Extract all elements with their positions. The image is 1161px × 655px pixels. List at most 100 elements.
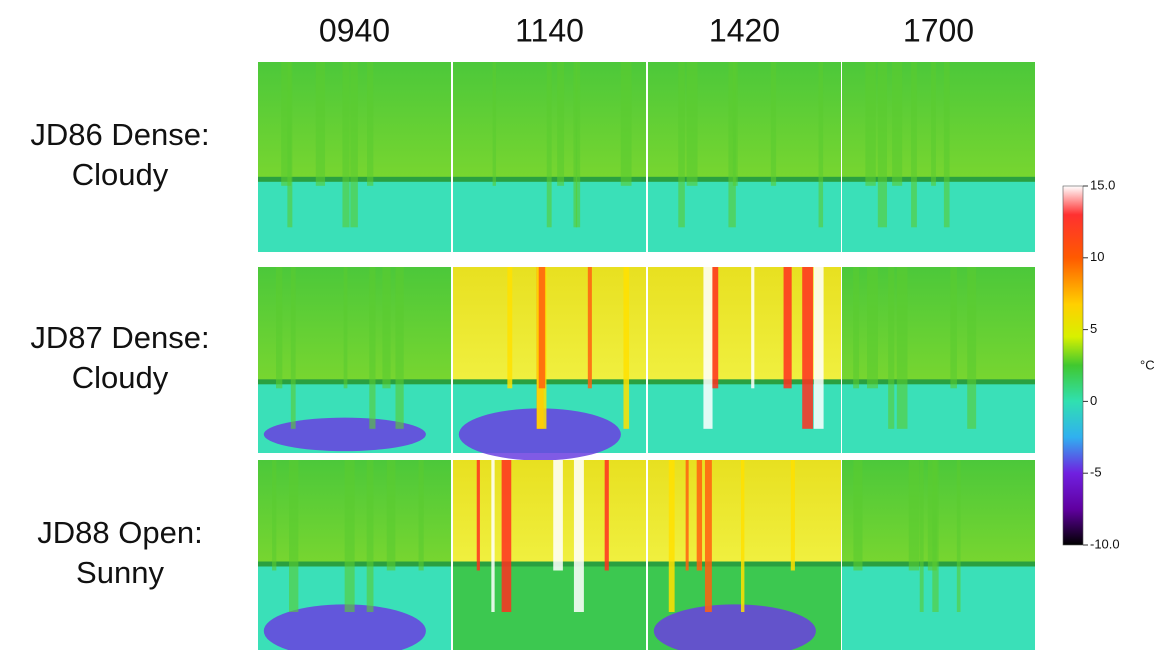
- tree-trunk: [678, 62, 685, 227]
- horizon: [648, 177, 841, 182]
- tree-trunk: [892, 62, 902, 186]
- tree-trunk: [733, 62, 738, 186]
- tree-trunk: [791, 460, 795, 571]
- tree-trunk: [502, 460, 512, 612]
- row-label: Cloudy: [72, 360, 169, 395]
- tree-trunk: [574, 460, 584, 612]
- colorbar-unit: °C: [1140, 357, 1155, 372]
- tree-trunk: [289, 460, 298, 612]
- tree-trunk: [705, 460, 712, 612]
- tree-trunk: [944, 62, 950, 227]
- horizon: [453, 562, 646, 567]
- tree-trunk: [342, 62, 349, 227]
- tree-trunk: [853, 460, 862, 571]
- tree-trunk: [367, 62, 373, 186]
- thermal-images: [258, 62, 1035, 650]
- colorbar-tick-label: -10.0: [1090, 536, 1120, 551]
- row-label: JD86 Dense:: [30, 117, 209, 152]
- image-upper: [648, 460, 841, 565]
- image-lower: [842, 382, 1035, 453]
- tree-trunk: [344, 267, 348, 388]
- image-upper: [648, 62, 841, 180]
- tree-trunk: [853, 267, 859, 388]
- colorbar-tick-label: 0: [1090, 393, 1097, 408]
- row-label: JD88 Open:: [37, 515, 202, 550]
- figure: °C 0940 1140 1420 1700 JD86 Dense: Cloudy JD87…: [0, 0, 1161, 650]
- tree-trunk: [911, 62, 917, 227]
- colorbar-tick-label: -5: [1090, 465, 1102, 480]
- tree-trunk: [345, 460, 355, 612]
- tree-trunk: [909, 460, 919, 571]
- tree-trunk: [771, 62, 776, 186]
- tree-trunk: [687, 62, 698, 186]
- column-header: 1700: [903, 12, 974, 48]
- image-upper: [453, 267, 646, 382]
- image-upper: [258, 267, 451, 382]
- tree-trunk: [387, 460, 396, 571]
- tree-trunk: [291, 267, 296, 429]
- thermal-image: [648, 267, 841, 453]
- tree-trunk: [367, 460, 374, 612]
- tree-trunk: [920, 460, 924, 612]
- image-lower: [842, 180, 1035, 252]
- tree-trunk: [539, 267, 546, 388]
- tree-trunk: [867, 267, 878, 388]
- tree-trunk: [802, 267, 813, 429]
- thermal-image: [648, 460, 841, 650]
- row-label: JD87 Dense:: [30, 320, 209, 355]
- tree-trunk: [316, 62, 325, 186]
- thermal-image: [258, 267, 451, 453]
- tree-trunk: [491, 460, 494, 612]
- colorbar: [1063, 186, 1083, 545]
- thermal-image: [842, 460, 1035, 650]
- tree-trunk: [272, 460, 276, 571]
- tree-trunk: [751, 267, 754, 388]
- image-lower: [453, 565, 646, 651]
- horizon: [648, 562, 841, 567]
- tree-trunk: [967, 267, 976, 429]
- tree-trunk: [669, 460, 675, 612]
- tree-trunk: [712, 267, 718, 388]
- tree-trunk: [741, 460, 744, 612]
- thermal-image: [258, 62, 451, 252]
- tree-trunk: [557, 62, 564, 186]
- tree-trunk: [784, 267, 792, 388]
- tree-trunk: [697, 460, 702, 571]
- thermal-image: [648, 62, 841, 252]
- tree-trunk: [553, 460, 563, 571]
- tree-trunk: [819, 62, 824, 227]
- horizon: [258, 379, 451, 384]
- tree-trunk: [897, 267, 908, 429]
- tree-trunk: [931, 62, 936, 186]
- column-header: 1140: [515, 12, 584, 48]
- tree-trunk: [703, 267, 712, 429]
- column-header: 0940: [319, 12, 390, 48]
- tree-trunk: [814, 267, 824, 429]
- tree-trunk: [576, 62, 580, 227]
- tree-trunk: [621, 62, 632, 186]
- tree-trunk: [865, 62, 875, 186]
- tree-trunk: [350, 62, 357, 227]
- row-label: Cloudy: [72, 157, 169, 192]
- image-lower: [648, 180, 841, 252]
- colorbar-tick-label: 5: [1090, 321, 1097, 336]
- thermal-image: [453, 460, 646, 650]
- tree-trunk: [281, 62, 291, 186]
- tree-trunk: [588, 267, 592, 388]
- tree-trunk: [507, 267, 512, 388]
- column-header: 1420: [709, 12, 780, 48]
- tree-trunk: [395, 267, 403, 429]
- tree-trunk: [605, 460, 609, 571]
- row-label: Sunny: [76, 555, 164, 590]
- tree-trunk: [888, 267, 894, 429]
- image-upper: [453, 460, 646, 565]
- thermal-image: [842, 62, 1035, 252]
- tree-trunk: [276, 267, 282, 388]
- colorbar-tick-label: 15.0: [1090, 177, 1115, 192]
- colorbar-tick-label: 10: [1090, 249, 1104, 264]
- thermal-image: [258, 460, 451, 650]
- thermal-image: [453, 267, 646, 460]
- tree-trunk: [623, 267, 629, 429]
- tree-trunk: [493, 62, 496, 186]
- horizon: [453, 379, 646, 384]
